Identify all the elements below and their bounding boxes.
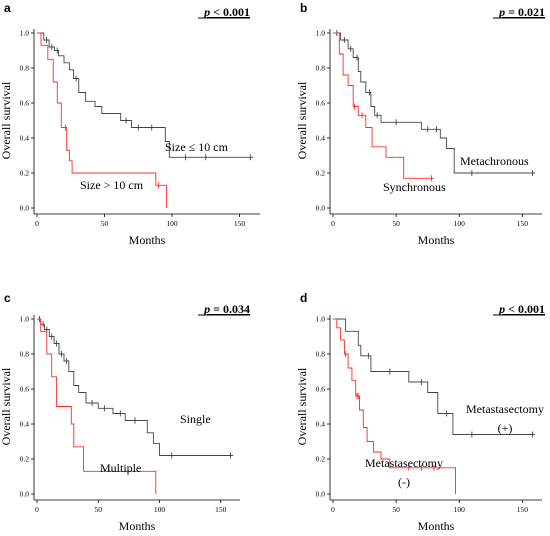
y-tick-label: 0.8	[20, 350, 30, 359]
panel-letter: d	[300, 291, 307, 305]
km-panel-a: a p < 0.001 0.0 0.2 0.4 0.6 0.8 1.0 0 50 100 150 Mon…	[0, 1, 260, 247]
series-label-suffix: (+)	[498, 421, 513, 435]
x-tick-label: 0	[35, 505, 39, 514]
series-label: Metachronous	[460, 154, 529, 168]
x-tick-label: 100	[454, 219, 466, 228]
y-tick-label: 0.6	[20, 385, 30, 394]
y-tick-label: 0.8	[20, 64, 30, 73]
x-axis-label: Months	[129, 233, 166, 247]
y-tick-label: 0.8	[316, 350, 326, 359]
x-axis-label: Months	[418, 519, 455, 533]
panel-letter: b	[300, 1, 307, 15]
y-tick-label: 0.6	[20, 99, 30, 108]
survival-curve-group2	[37, 318, 157, 494]
y-tick-label: 0.0	[20, 204, 30, 213]
x-tick-label: 150	[215, 505, 227, 514]
x-tick-label: 0	[331, 505, 335, 514]
series-label: Metastasectomy	[365, 456, 443, 470]
series-label-suffix: (-)	[398, 475, 410, 489]
p-value: p = 0.034	[203, 302, 250, 316]
x-tick-label: 50	[95, 505, 103, 514]
survival-curve-group1	[37, 32, 253, 158]
y-tick-label: 0.2	[316, 455, 326, 464]
p-value: p = 0.021	[498, 5, 545, 19]
x-tick-label: 100	[154, 505, 166, 514]
x-tick-label: 50	[101, 219, 109, 228]
x-tick-label: 0	[331, 219, 335, 228]
series-label: Size ≤ 10 cm	[165, 140, 229, 154]
x-tick-label: 50	[392, 505, 400, 514]
km-panel-b: b p = 0.021 0.0 0.2 0.4 0.6 0.8 1.0 0 50 100 150 Mon…	[295, 1, 545, 247]
y-tick-label: 0.8	[316, 64, 326, 73]
km-panel-d: d p < 0.001 0.0 0.2 0.4 0.6 0.8 1.0 0 50 100 150 Mon…	[295, 291, 545, 533]
x-axis-label: Months	[119, 519, 156, 533]
survival-curve-group2	[37, 32, 168, 208]
x-tick-label: 100	[166, 219, 178, 228]
x-axis-label: Months	[418, 233, 455, 247]
survival-curve-group1	[37, 318, 233, 456]
y-tick-label: 0.0	[316, 204, 326, 213]
y-tick-label: 0.2	[316, 169, 326, 178]
y-tick-label: 0.4	[20, 420, 30, 429]
y-tick-label: 1.0	[316, 315, 326, 324]
x-tick-label: 100	[454, 505, 466, 514]
series-label: Multiple	[100, 461, 141, 475]
series-label: Single	[180, 412, 211, 426]
y-tick-label: 0.2	[20, 455, 30, 464]
panel-letter: a	[4, 1, 11, 15]
y-tick-label: 0.6	[316, 385, 326, 394]
y-tick-label: 0.0	[316, 490, 326, 499]
y-axis-label: Overall survival	[295, 81, 309, 159]
y-tick-label: 0.6	[316, 99, 326, 108]
y-axis-label: Overall survival	[295, 367, 309, 445]
p-value: p < 0.001	[203, 5, 250, 19]
x-tick-label: 150	[517, 219, 529, 228]
x-tick-label: 150	[517, 505, 529, 514]
survival-curve-group2	[333, 32, 434, 179]
y-tick-label: 0.4	[20, 134, 30, 143]
survival-curve-group2	[333, 318, 456, 494]
y-axis-label: Overall survival	[0, 81, 13, 159]
y-tick-label: 0.4	[316, 134, 326, 143]
y-tick-label: 0.2	[20, 169, 30, 178]
y-tick-label: 1.0	[20, 29, 30, 38]
x-tick-label: 0	[35, 219, 39, 228]
series-label: Metastasectomy	[466, 402, 544, 416]
survival-curve-group1	[333, 32, 535, 174]
series-label: Size > 10 cm	[80, 178, 144, 192]
panel-letter: c	[4, 291, 11, 305]
y-tick-label: 0.4	[316, 420, 326, 429]
y-tick-label: 1.0	[316, 29, 326, 38]
p-value: p < 0.001	[498, 302, 545, 316]
x-tick-label: 50	[392, 219, 400, 228]
y-tick-label: 1.0	[20, 315, 30, 324]
x-tick-label: 150	[234, 219, 246, 228]
y-axis-label: Overall survival	[0, 367, 13, 445]
series-label: Synchronous	[383, 180, 446, 194]
km-panel-c: c p = 0.034 0.0 0.2 0.4 0.6 0.8 1.0 0 50 100 150 Mon…	[0, 291, 250, 533]
y-tick-label: 0.0	[20, 490, 30, 499]
